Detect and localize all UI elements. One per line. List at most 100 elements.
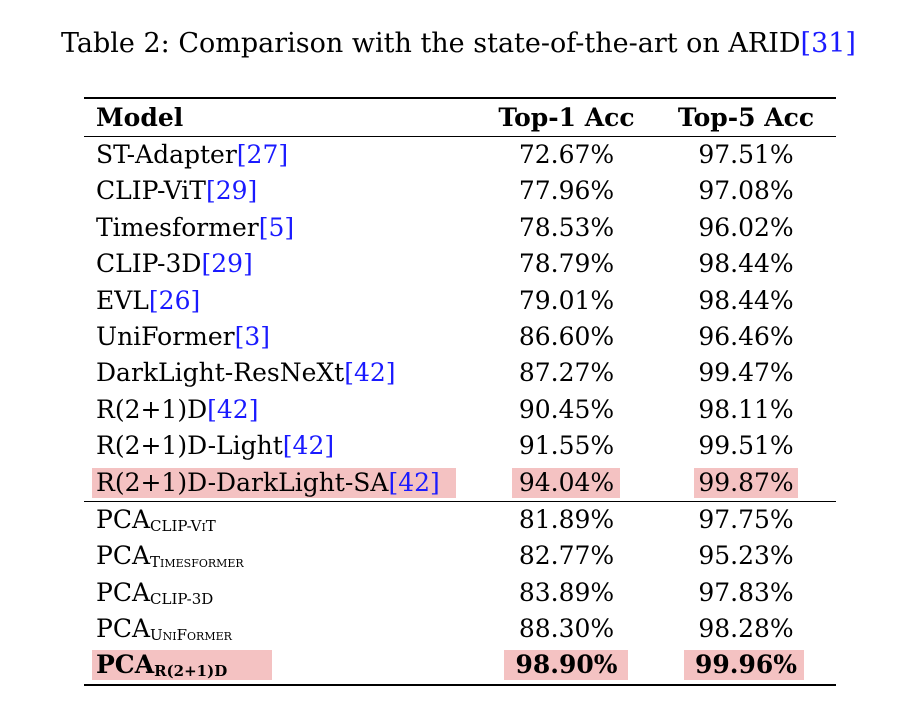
top5-cell: 99.51% (698, 431, 794, 461)
top5-cell: 97.51% (698, 140, 794, 169)
table-row: PCATimesformer 82.77% 95.23% (84, 538, 836, 574)
model-name: PCA (96, 577, 151, 607)
table-row: CLIP-3D[29] 78.79% 98.44% (84, 246, 836, 282)
citation-link[interactable]: [3] (234, 321, 271, 351)
top1-cell: 87.27% (518, 358, 615, 388)
header-top5: Top-5 Acc (677, 103, 815, 132)
highlight-bar (512, 467, 620, 498)
citation-link[interactable]: [29] (201, 249, 253, 279)
table-row: EVL[26] 79.01% 98.44% (84, 283, 836, 319)
top1-cell: 86.60% (518, 321, 615, 351)
citation-link[interactable]: [26] (148, 285, 201, 315)
bottom-rule (84, 683, 836, 686)
model-name: R(2+1)D-Light (96, 431, 283, 461)
table-row: R(2+1)D[42] 90.45% 98.11% (84, 392, 836, 428)
model-name: R(2+1)D-DarkLight-SA (96, 467, 389, 497)
model-cell: PCAR(2+1)D (96, 647, 227, 689)
top1-cell: 82.77% (518, 541, 615, 571)
header-model: Model (96, 103, 184, 132)
model-cell: CLIP-ViT[29] (96, 173, 257, 209)
citation-link[interactable]: [42] (207, 394, 259, 424)
table-row-best: PCAR(2+1)D 98.90% 99.96% (84, 647, 836, 683)
table-row: ST-Adapter[27] 72.67% 97.51% (84, 137, 836, 173)
model-name: PCA (96, 650, 155, 680)
table-row: CLIP-ViT[29] 77.96% 97.08% (84, 173, 836, 209)
citation-link[interactable]: [5] (258, 212, 295, 242)
table-row: PCACLIP-ViT 81.89% 97.75% (84, 502, 836, 538)
header-top1: Top-1 Acc (498, 103, 635, 132)
model-subscript: Timesformer (150, 553, 244, 572)
table-row: UniFormer[3] 86.60% 96.46% (84, 319, 836, 355)
highlight-bar (92, 467, 456, 498)
model-cell: CLIP-3D[29] (96, 246, 253, 282)
model-cell: EVL[26] (96, 283, 200, 319)
model-subscript: UniFormer (150, 626, 232, 645)
model-cell: DarkLight-ResNeXt[42] (96, 355, 396, 391)
model-cell: PCACLIP-3D (96, 575, 213, 617)
citation-link[interactable]: [29] (205, 176, 258, 206)
citation-link[interactable]: [42] (282, 431, 335, 461)
model-cell: PCAUniFormer (96, 611, 232, 653)
model-cell: UniFormer[3] (96, 319, 270, 355)
model-name: R(2+1)D (96, 394, 208, 424)
table-row: PCAUniFormer 88.30% 98.28% (84, 611, 836, 647)
top5-cell: 96.02% (698, 212, 794, 242)
highlight-bar (92, 650, 272, 681)
top5-cell: 98.44% (698, 249, 794, 279)
top1-cell: 98.90% (515, 650, 618, 680)
top1-cell: 91.55% (518, 431, 615, 461)
top5-cell: 95.23% (698, 541, 794, 571)
model-name: DarkLight-ResNeXt (96, 358, 345, 388)
caption-citation-link[interactable]: [31] (800, 28, 856, 59)
model-name: CLIP-3D (96, 249, 202, 279)
header-rule (84, 136, 836, 137)
model-cell: Timesformer[5] (96, 210, 294, 246)
model-cell: PCACLIP-ViT (96, 502, 216, 544)
model-name: CLIP-ViT (96, 176, 206, 206)
top-rule (84, 97, 836, 99)
top1-cell: 88.30% (518, 614, 615, 644)
model-subscript: CLIP-3D (150, 589, 214, 608)
top5-cell: 98.11% (698, 394, 794, 424)
table-row: Timesformer[5] 78.53% 96.02% (84, 210, 836, 246)
highlight-bar (684, 650, 804, 681)
top5-cell: 98.44% (698, 285, 794, 315)
citation-link[interactable]: [27] (236, 140, 289, 169)
model-cell: R(2+1)D-DarkLight-SA[42] (96, 465, 440, 501)
table-row: R(2+1)D-Light[42] 91.55% 99.51% (84, 428, 836, 464)
model-name: PCA (96, 614, 151, 644)
highlight-bar (504, 650, 628, 681)
top5-cell: 99.96% (694, 650, 798, 680)
model-name: UniFormer (96, 321, 235, 351)
citation-link[interactable]: [42] (388, 467, 440, 497)
model-cell: R(2+1)D-Light[42] (96, 428, 334, 464)
top1-cell: 83.89% (518, 577, 615, 607)
model-cell: R(2+1)D[42] (96, 392, 258, 428)
top5-cell: 99.87% (698, 467, 794, 497)
highlight-bar (694, 467, 798, 498)
caption-text: Table 2: Comparison with the state-of-th… (61, 28, 801, 59)
citation-link[interactable]: [42] (344, 358, 396, 388)
model-name: ST-Adapter (96, 140, 237, 169)
table-caption: Table 2: Comparison with the state-of-th… (0, 26, 917, 62)
table-header-row: Model Top-1 Acc Top-5 Acc (84, 99, 836, 136)
table-row: PCACLIP-3D 83.89% 97.83% (84, 575, 836, 611)
top5-cell: 98.28% (698, 614, 794, 644)
top5-cell: 97.83% (698, 577, 794, 607)
section-rule (84, 500, 836, 502)
model-subscript: CLIP-ViT (150, 516, 216, 535)
top5-cell: 99.47% (698, 358, 794, 388)
top1-cell: 90.45% (518, 394, 615, 424)
top1-cell: 78.79% (518, 249, 615, 279)
top5-cell: 97.08% (698, 176, 794, 206)
model-cell: PCATimesformer (96, 538, 244, 580)
table-row-highlighted: R(2+1)D-DarkLight-SA[42] 94.04% 99.87% (84, 465, 836, 501)
model-name: Timesformer (96, 212, 259, 242)
top1-cell: 81.89% (518, 504, 615, 534)
model-name: PCA (96, 504, 151, 534)
comparison-table: Model Top-1 Acc Top-5 Acc ST-Adapter[27]… (84, 97, 836, 686)
top1-cell: 79.01% (518, 285, 615, 315)
model-subscript: R(2+1)D (154, 662, 228, 681)
top1-cell: 78.53% (518, 212, 615, 242)
top1-cell: 94.04% (518, 467, 615, 497)
